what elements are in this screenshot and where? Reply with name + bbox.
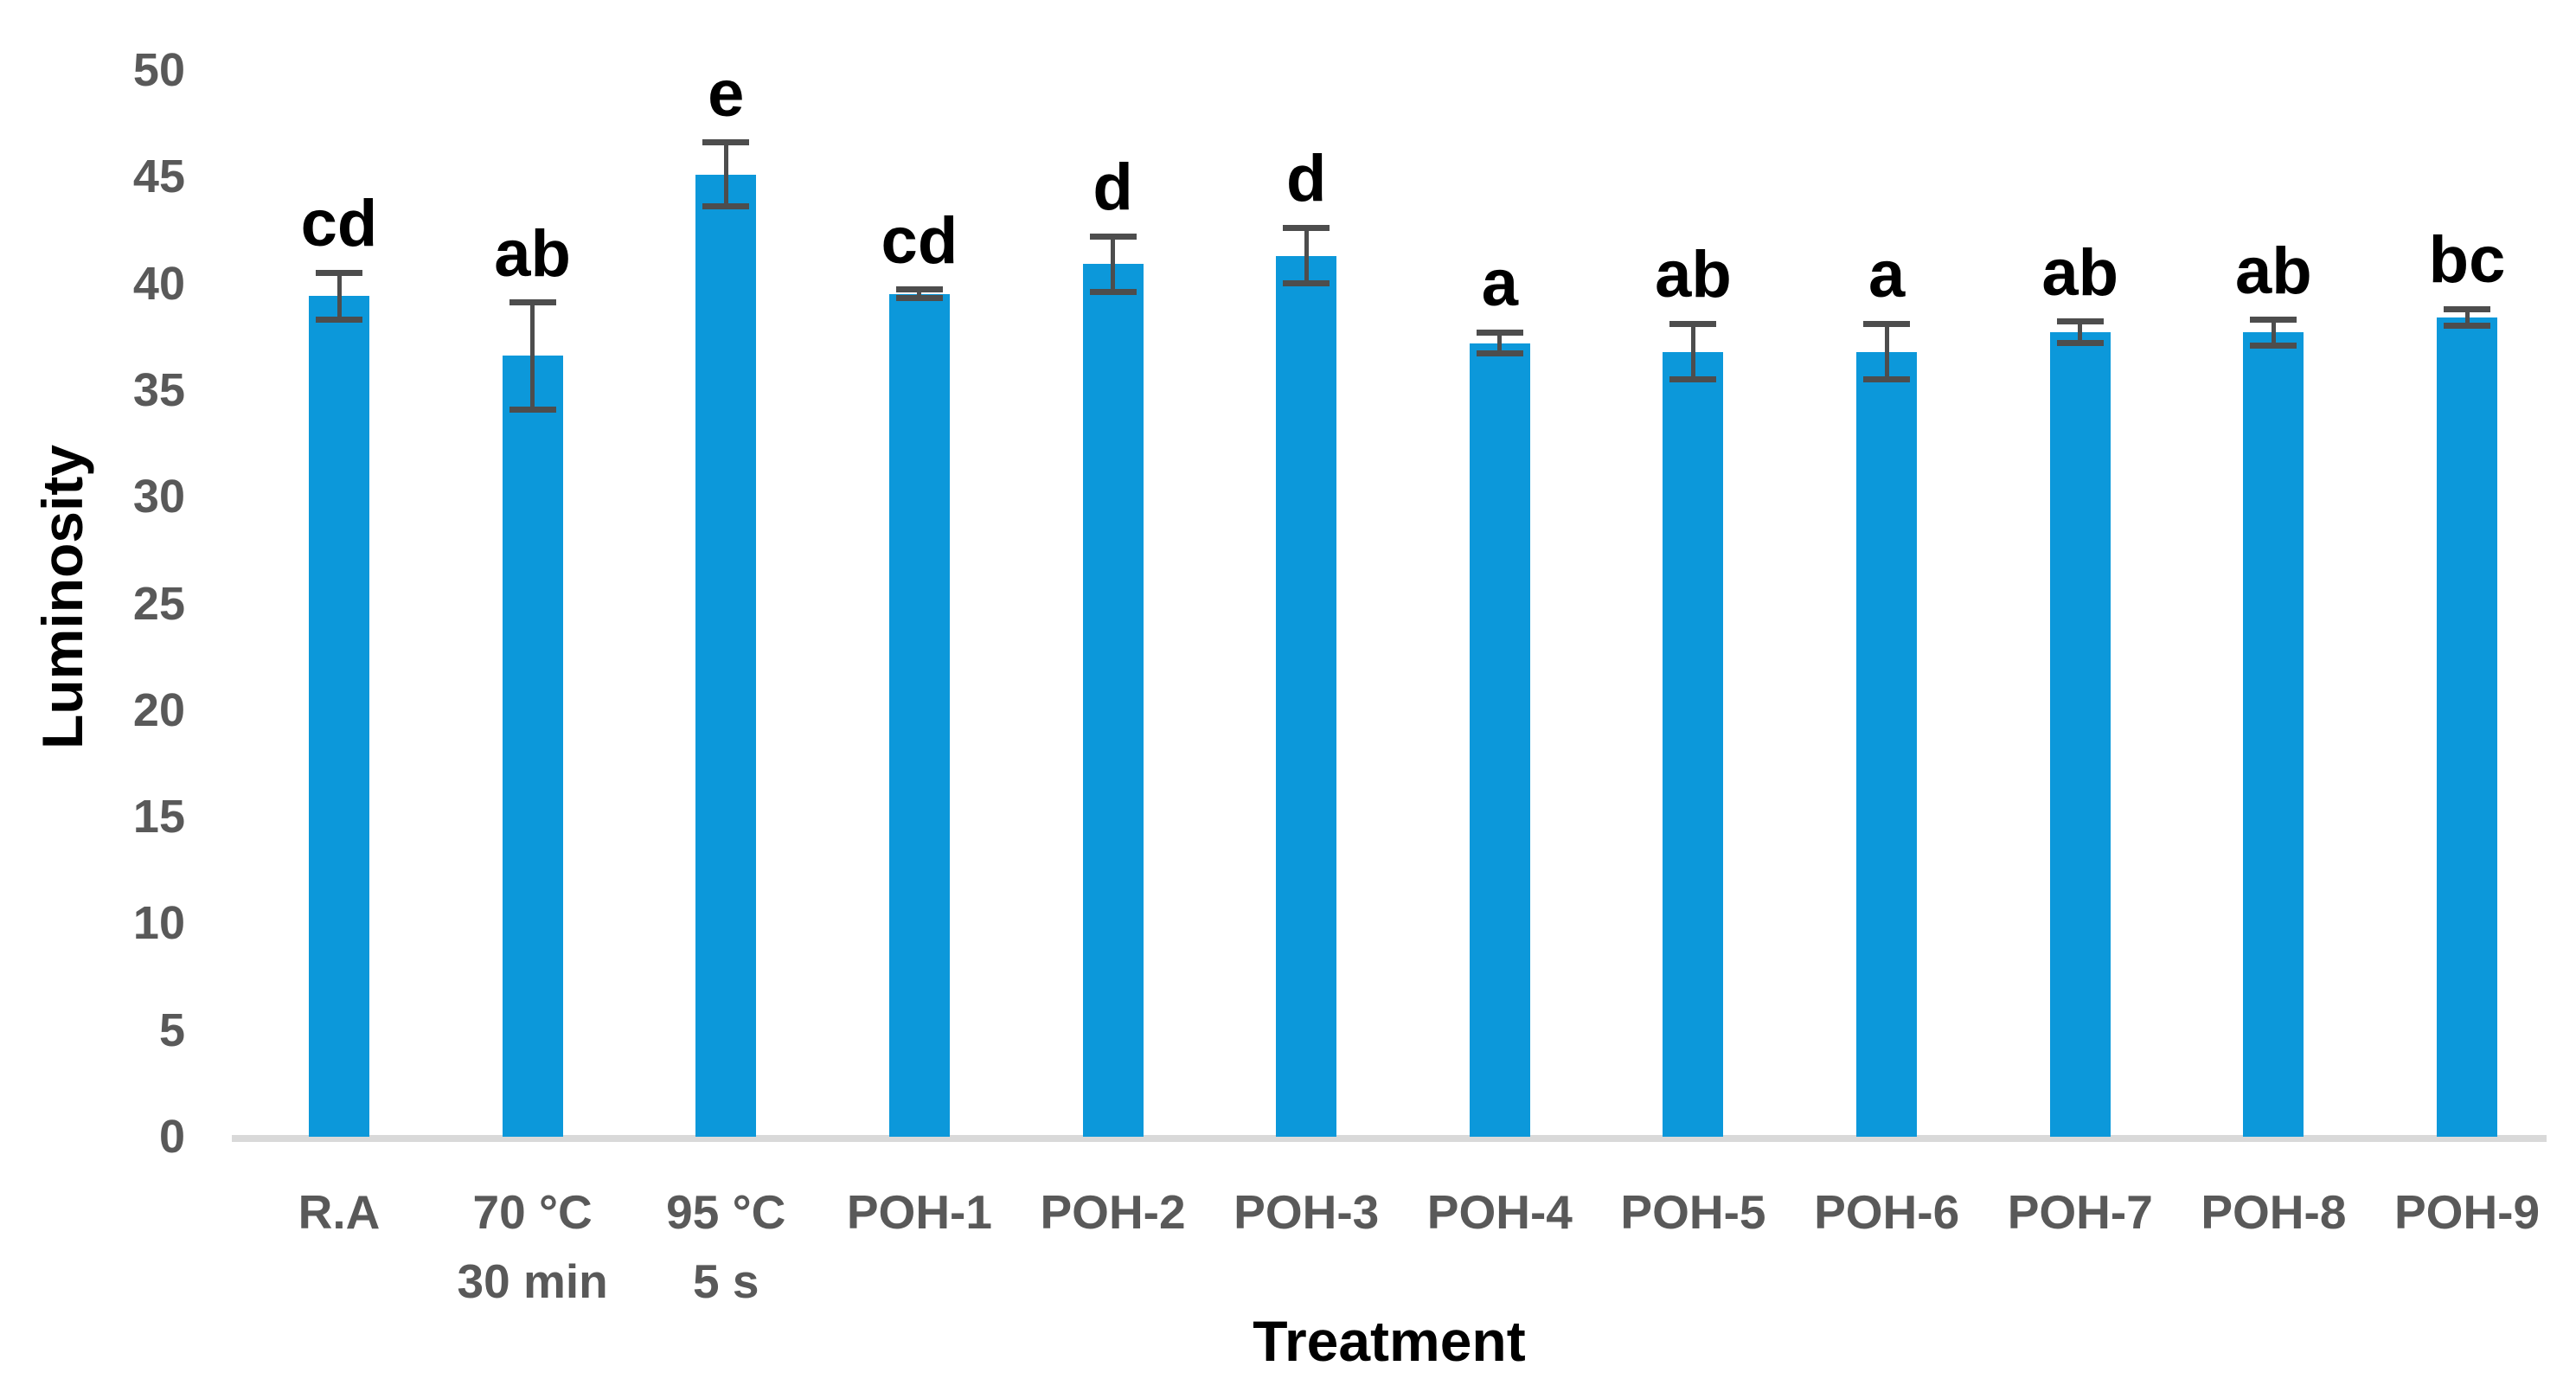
bar <box>309 296 369 1137</box>
error-bar-line <box>723 142 728 207</box>
bar <box>2243 332 2304 1137</box>
y-tick-label: 5 <box>158 1004 185 1056</box>
significance-letter: ab <box>2235 234 2312 308</box>
error-bar-cap-bottom <box>2250 342 2297 349</box>
y-tick-label: 35 <box>132 363 185 416</box>
error-bar-line <box>530 302 535 410</box>
error-bar-cap-top <box>2056 318 2104 325</box>
error-bar-cap-bottom <box>1283 280 1330 287</box>
x-tick-label: POH-4 <box>1426 1185 1573 1239</box>
x-axis-title: Treatment <box>1253 1309 1526 1373</box>
error-bar-cap-top <box>1863 320 1911 327</box>
significance-letter: a <box>1868 238 1906 312</box>
x-tick-label: R.A <box>298 1185 381 1239</box>
significance-letter: d <box>1285 142 1327 216</box>
error-bar-line <box>336 273 342 320</box>
y-tick-label: 15 <box>132 791 185 843</box>
bar <box>1276 255 1337 1137</box>
error-bar-cap-bottom <box>702 203 750 210</box>
error-bar-line <box>917 289 922 298</box>
bar <box>2049 332 2111 1137</box>
y-tick-label: 40 <box>132 257 185 310</box>
error-bar-cap-bottom <box>2444 323 2491 330</box>
y-tick-label: 45 <box>132 151 185 203</box>
y-tick-label: 50 <box>132 44 185 96</box>
error-bar-cap-top <box>509 299 556 306</box>
error-bar-cap-top <box>1669 320 1717 327</box>
x-tick-sublabel: 30 min <box>457 1254 608 1308</box>
error-bar-cap-bottom <box>1863 376 1911 383</box>
error-bar-line <box>2464 309 2470 326</box>
x-tick-label: POH-7 <box>2007 1185 2153 1239</box>
error-bar-line <box>1497 332 1503 354</box>
error-bar-line <box>1884 324 1889 380</box>
x-tick-label: POH-1 <box>846 1185 992 1239</box>
bar <box>695 174 757 1137</box>
error-bar-line <box>1690 324 1695 380</box>
error-bar-cap-bottom <box>1476 350 1523 357</box>
bar <box>1469 343 1530 1137</box>
bar <box>888 293 950 1137</box>
y-tick-label: 20 <box>132 683 185 736</box>
y-tick-label: 25 <box>132 577 185 630</box>
x-tick-label: 95 °C <box>666 1185 786 1239</box>
error-bar-cap-bottom <box>316 317 362 324</box>
significance-letter: e <box>708 56 745 131</box>
y-tick-label: 10 <box>132 897 185 950</box>
x-axis-line <box>232 1135 2547 1142</box>
error-bar-cap-top <box>702 139 750 146</box>
error-bar-cap-top <box>2250 317 2297 324</box>
bar <box>1856 351 1918 1137</box>
significance-letter: ab <box>494 216 571 291</box>
error-bar-line <box>2078 321 2083 343</box>
x-tick-label: POH-3 <box>1234 1185 1380 1239</box>
error-bar-cap-bottom <box>1669 376 1717 383</box>
error-bar-cap-top <box>1476 329 1523 336</box>
x-tick-label: 70 °C <box>472 1185 593 1239</box>
error-bar-cap-bottom <box>2056 340 2104 347</box>
significance-letter: cd <box>300 187 378 261</box>
significance-letter: cd <box>881 203 958 278</box>
error-bar-cap-bottom <box>509 406 556 413</box>
significance-letter: ab <box>1655 238 1732 312</box>
bar <box>1663 351 1724 1137</box>
significance-letter: ab <box>2041 235 2119 310</box>
error-bar-line <box>1304 228 1309 284</box>
significance-letter: d <box>1093 151 1133 225</box>
error-bar-cap-top <box>316 269 362 276</box>
error-bar-line <box>2271 319 2276 346</box>
x-tick-label: POH-2 <box>1040 1185 1186 1239</box>
error-bar-cap-bottom <box>895 295 943 302</box>
significance-letter: a <box>1481 247 1518 321</box>
error-bar-line <box>1111 236 1116 292</box>
x-tick-label: POH-6 <box>1814 1185 1960 1239</box>
bar <box>2437 317 2498 1137</box>
error-bar-cap-top <box>895 286 943 293</box>
x-tick-label: POH-8 <box>2201 1185 2347 1239</box>
error-bar-cap-top <box>1089 233 1137 240</box>
significance-letter: bc <box>2428 223 2506 298</box>
y-tick-label: 0 <box>158 1111 185 1163</box>
y-tick-label: 30 <box>132 471 185 523</box>
x-tick-label: POH-9 <box>2393 1185 2541 1239</box>
error-bar-cap-top <box>1283 224 1330 231</box>
x-tick-sublabel: 5 s <box>693 1254 759 1308</box>
bar <box>502 356 563 1137</box>
bar <box>1082 264 1144 1137</box>
error-bar-cap-bottom <box>1089 288 1137 295</box>
x-tick-label: POH-5 <box>1620 1185 1766 1239</box>
error-bar-cap-top <box>2444 305 2491 312</box>
